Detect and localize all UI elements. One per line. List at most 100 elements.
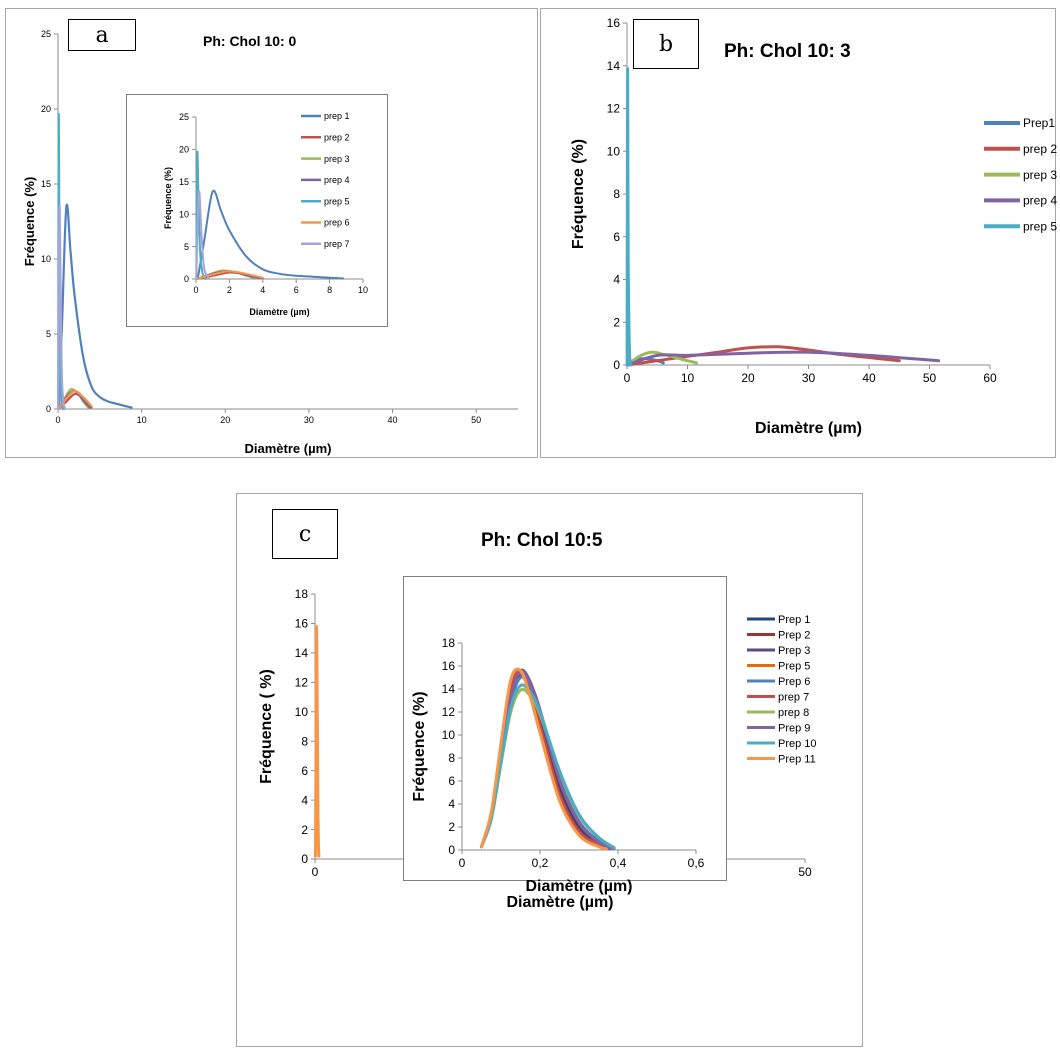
a-inset-y-axis-label: Fréquence (%) <box>163 167 173 229</box>
c-main-series-line-1 <box>314 625 321 858</box>
a-main-y-tick-label: 20 <box>41 104 51 114</box>
b-main-y-tick-label: 14 <box>607 59 621 73</box>
c-main-y-tick-label: 18 <box>295 587 309 601</box>
a-inset-y-tick-label: 0 <box>184 274 189 284</box>
c-main-y-tick-label: 2 <box>301 823 308 837</box>
a-inset-legend-label-1: prep 1 <box>324 111 350 121</box>
b-main-y-tick-label: 10 <box>607 144 621 158</box>
a-inset-series-line-7 <box>195 190 211 280</box>
a-main-x-tick-label: 20 <box>220 415 230 425</box>
c-inset-x-axis-label: Diamètre (µm) <box>525 878 632 895</box>
c-inset-legend-label-7: prep 8 <box>778 707 809 719</box>
b-main-y-axis-label: Fréquence (%) <box>570 139 587 249</box>
b-main-y-tick-label: 16 <box>607 16 621 30</box>
c-inset-y-tick-label: 2 <box>448 820 455 834</box>
panel-b-letter: b <box>633 19 699 69</box>
b-main-legend-label-5: prep 5 <box>1023 219 1057 233</box>
c-inset-y-tick-label: 10 <box>442 728 456 742</box>
a-main-y-tick-label: 25 <box>41 29 51 39</box>
b-main-legend-label-1: Prep1 <box>1023 116 1055 130</box>
c-inset-y-tick-label: 14 <box>442 682 456 696</box>
c-inset-x-tick-label: 0 <box>459 856 466 870</box>
a-inset-legend-label-7: prep 7 <box>324 239 350 249</box>
panel-a-title: Ph: Chol 10: 0 <box>203 33 297 49</box>
a-main-x-tick-label: 0 <box>55 415 60 425</box>
b-main-x-tick-label: 20 <box>741 371 755 385</box>
a-inset-x-tick-label: 10 <box>358 285 368 295</box>
a-main-y-tick-label: 0 <box>46 404 51 414</box>
b-main-y-tick-label: 4 <box>613 273 620 287</box>
c-inset-y-tick-label: 4 <box>448 797 455 811</box>
a-main-y-tick-label: 10 <box>41 254 51 264</box>
panel-a: a Ph: Chol 10: 0 0 10 20 30 40 50 0 5 10 15 20 25 Di… <box>5 8 538 458</box>
c-inset-series-line-10 <box>480 667 608 851</box>
c-inset-y-tick-label: 8 <box>448 751 455 765</box>
a-inset-x-tick-label: 0 <box>193 285 198 295</box>
a-main-x-axis-label: Diamètre (µm) <box>245 441 332 456</box>
a-inset-x-axis-label: Diamètre (µm) <box>249 307 309 317</box>
a-inset-y-tick-label: 15 <box>179 177 189 187</box>
c-inset-legend-label-9: Prep 10 <box>778 738 817 750</box>
a-inset-x-tick-label: 6 <box>294 285 299 295</box>
c-inset-legend-label-5: Prep 6 <box>778 676 810 688</box>
panel-c-inset <box>403 576 727 881</box>
a-main-series-line-7 <box>57 204 66 411</box>
a-inset-y-tick-label: 20 <box>179 145 189 155</box>
c-inset-legend-label-10: Prep 11 <box>778 753 816 765</box>
c-inset-y-axis-label: Fréquence (%) <box>411 691 428 801</box>
c-inset-series-line-7 <box>480 687 616 850</box>
chart-a-inset: 0 2 4 6 8 10 0 5 10 15 20 25 Diamètre (µm) Fréquence … <box>163 111 368 317</box>
a-main-y-tick-label: 15 <box>41 179 51 189</box>
a-inset-x-tick-label: 2 <box>227 285 232 295</box>
c-inset-legend-label-2: Prep 2 <box>778 629 810 641</box>
b-main-y-tick-label: 2 <box>613 315 620 329</box>
b-main-y-tick-label: 8 <box>613 187 620 201</box>
a-inset-legend-label-4: prep 4 <box>324 175 350 185</box>
c-main-y-tick-label: 6 <box>301 764 308 778</box>
c-inset-y-tick-label: 6 <box>448 774 455 788</box>
b-main-legend-label-4: prep 4 <box>1023 194 1057 208</box>
a-main-y-axis-label: Fréquence (%) <box>22 177 37 267</box>
c-main-y-axis-label: Fréquence ( %) <box>258 669 275 784</box>
b-main-x-axis-label: Diamètre (µm) <box>755 420 862 437</box>
a-inset-x-tick-label: 8 <box>327 285 332 295</box>
b-main-series-line-5 <box>625 67 633 367</box>
c-inset-x-tick-label: 0,4 <box>610 856 627 870</box>
c-main-y-tick-label: 0 <box>301 852 308 866</box>
a-main-x-tick-label: 50 <box>471 415 481 425</box>
b-main-x-tick-label: 40 <box>862 371 876 385</box>
a-main-x-tick-label: 30 <box>304 415 314 425</box>
a-main-x-tick-label: 10 <box>137 415 147 425</box>
b-main-y-tick-label: 6 <box>613 230 620 244</box>
c-main-y-tick-label: 12 <box>295 676 309 690</box>
b-main-x-tick-label: 0 <box>624 371 631 385</box>
panel-a-letter: a <box>68 19 136 51</box>
c-inset-legend-label-1: Prep 1 <box>778 614 810 626</box>
c-inset-x-tick-label: 0,2 <box>532 856 549 870</box>
a-main-x-tick-label: 40 <box>388 415 398 425</box>
b-main-legend-label-3: prep 3 <box>1023 168 1057 182</box>
chart-b-main: 0 10 20 30 40 50 60 0 2 4 6 8 10 12 14 16 Diamètre (µm) F… <box>570 16 1057 437</box>
a-inset-legend-label-2: prep 2 <box>324 132 350 142</box>
c-inset-legend-label-8: Prep 9 <box>778 722 810 734</box>
c-main-x-tick-label: 50 <box>798 865 812 879</box>
b-main-x-tick-label: 60 <box>983 371 997 385</box>
b-main-legend-label-2: prep 2 <box>1023 142 1057 156</box>
chart-c-inset: 0 0,2 0,4 0,6 0 2 4 6 8 10 12 14 16 18 Diamètre (µm) Fr… <box>411 614 817 895</box>
c-main-y-tick-label: 4 <box>301 793 308 807</box>
b-main-x-tick-label: 10 <box>681 371 695 385</box>
a-inset-y-tick-label: 25 <box>179 112 189 122</box>
c-main-y-tick-label: 14 <box>295 646 309 660</box>
panel-a-inset <box>126 94 388 327</box>
a-inset-y-tick-label: 5 <box>184 242 189 252</box>
b-main-x-tick-label: 50 <box>923 371 937 385</box>
a-inset-y-tick-label: 10 <box>179 209 189 219</box>
c-inset-y-tick-label: 16 <box>442 659 456 673</box>
a-inset-series-line-1 <box>196 189 344 280</box>
c-inset-legend-label-6: prep 7 <box>778 691 809 703</box>
c-main-y-tick-label: 10 <box>295 705 309 719</box>
c-main-y-tick-label: 16 <box>295 617 309 631</box>
c-main-x-tick-label: 0 <box>312 865 319 879</box>
c-main-x-axis-label: Diamètre (µm) <box>506 894 613 911</box>
b-main-y-tick-label: 12 <box>607 102 621 116</box>
